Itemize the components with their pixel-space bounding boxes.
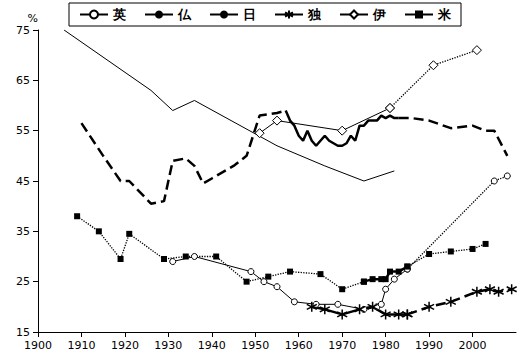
svg-text:55: 55: [16, 124, 30, 137]
svg-text:米: 米: [437, 7, 452, 22]
svg-text:1950: 1950: [241, 339, 269, 352]
svg-text:英: 英: [112, 7, 126, 22]
svg-text:65: 65: [16, 74, 30, 87]
svg-text:独: 独: [307, 7, 322, 22]
svg-text:45: 45: [16, 175, 30, 188]
svg-text:伊: 伊: [372, 7, 386, 22]
svg-text:1990: 1990: [415, 339, 443, 352]
svg-text:1920: 1920: [111, 339, 139, 352]
svg-text:1980: 1980: [372, 339, 400, 352]
svg-text:2000: 2000: [459, 339, 487, 352]
svg-text:35: 35: [16, 225, 30, 238]
svg-text:仏: 仏: [177, 7, 192, 22]
svg-text:1910: 1910: [67, 339, 95, 352]
svg-text:1940: 1940: [198, 339, 226, 352]
svg-text:1970: 1970: [328, 339, 356, 352]
svg-text:日: 日: [243, 7, 256, 22]
svg-text:1960: 1960: [285, 339, 313, 352]
svg-text:25: 25: [16, 275, 30, 288]
svg-text:75: 75: [16, 24, 30, 37]
svg-text:1900: 1900: [24, 339, 52, 352]
svg-text:15: 15: [16, 326, 30, 339]
svg-text:1930: 1930: [154, 339, 182, 352]
